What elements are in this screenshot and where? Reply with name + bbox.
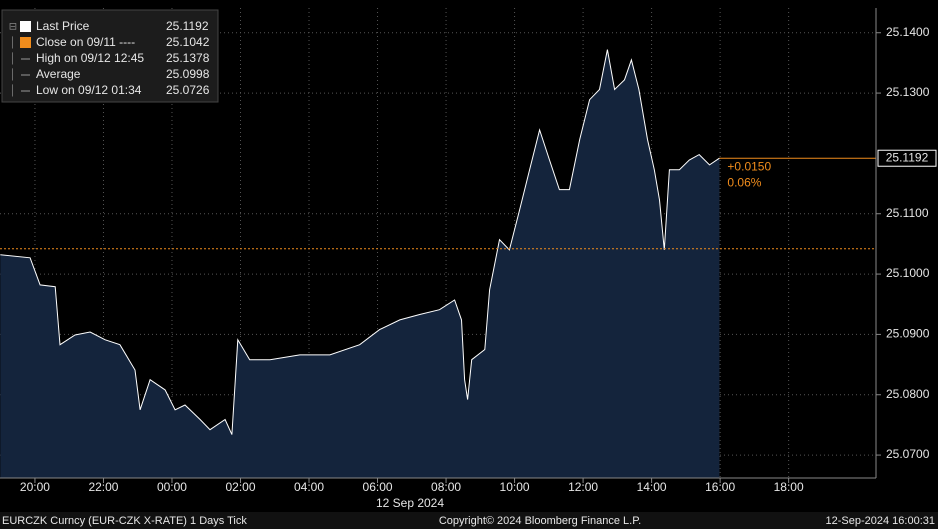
y-tick-label: 25.1000 [886, 266, 930, 280]
y-tick-label: 25.0800 [886, 387, 930, 401]
x-tick-label: 22:00 [88, 480, 118, 494]
plot [0, 49, 876, 478]
footer-left: EURCZK Curncy (EUR-CZK X-RATE) 1 Days Ti… [2, 515, 247, 527]
x-tick-label: 08:00 [431, 480, 461, 494]
footer-center: Copyright© 2024 Bloomberg Finance L.P. [439, 515, 641, 527]
footer-bar [0, 512, 938, 529]
legend-toggle: │ [10, 52, 16, 66]
legend-toggle: │ [10, 84, 16, 98]
y-tick-label: 25.1400 [886, 25, 930, 39]
legend-label: High on 09/12 12:45 [36, 51, 144, 65]
x-tick-label: 14:00 [637, 480, 667, 494]
x-tick-label: 04:00 [294, 480, 324, 494]
price-line [0, 49, 720, 435]
y-tick-label: 25.1300 [886, 85, 930, 99]
legend-value: 25.1378 [166, 51, 210, 65]
legend-swatch [20, 37, 31, 48]
x-tick-label: 10:00 [500, 480, 530, 494]
footer-right: 12-Sep-2024 16:00:31 [826, 515, 935, 527]
legend-value: 25.0726 [166, 83, 210, 97]
x-tick-label: 12:00 [568, 480, 598, 494]
change-label: +0.0150 [727, 159, 771, 173]
legend-toggle: ⊟ [9, 22, 17, 33]
legend: ⊟ Last Price 25.1192 │ Close on 09/11 ---- 25… [9, 19, 210, 97]
legend-label: Low on 09/12 01:34 [36, 83, 142, 97]
y-tick-label: 25.0700 [886, 447, 930, 461]
change-label: 0.06% [727, 175, 761, 189]
x-tick-label: 06:00 [363, 480, 393, 494]
y-tick-label: 25.0900 [886, 327, 930, 341]
legend-swatch [20, 21, 31, 32]
legend-box [1, 9, 219, 103]
x-tick-label: 02:00 [225, 480, 255, 494]
last-price-label: 25.1192 [886, 150, 929, 164]
legend-value: 25.1042 [166, 35, 210, 49]
legend-label: Close on 09/11 ---- [36, 35, 135, 49]
y-tick-label: 25.1100 [886, 206, 929, 220]
legend-toggle: │ [10, 36, 16, 50]
date-label: 12 Sep 2024 [376, 496, 444, 510]
legend-label: Last Price [36, 19, 90, 33]
legend-label: Average [36, 67, 81, 81]
legend-value: 25.0998 [166, 67, 210, 81]
area-fill [0, 49, 720, 478]
x-tick-label: 16:00 [705, 480, 735, 494]
x-tick-label: 20:00 [20, 480, 50, 494]
legend-toggle: │ [10, 68, 16, 82]
x-tick-label: 00:00 [157, 480, 187, 494]
x-tick-label: 18:00 [774, 480, 804, 494]
legend-value: 25.1192 [166, 19, 209, 33]
last-price-box [877, 149, 937, 167]
